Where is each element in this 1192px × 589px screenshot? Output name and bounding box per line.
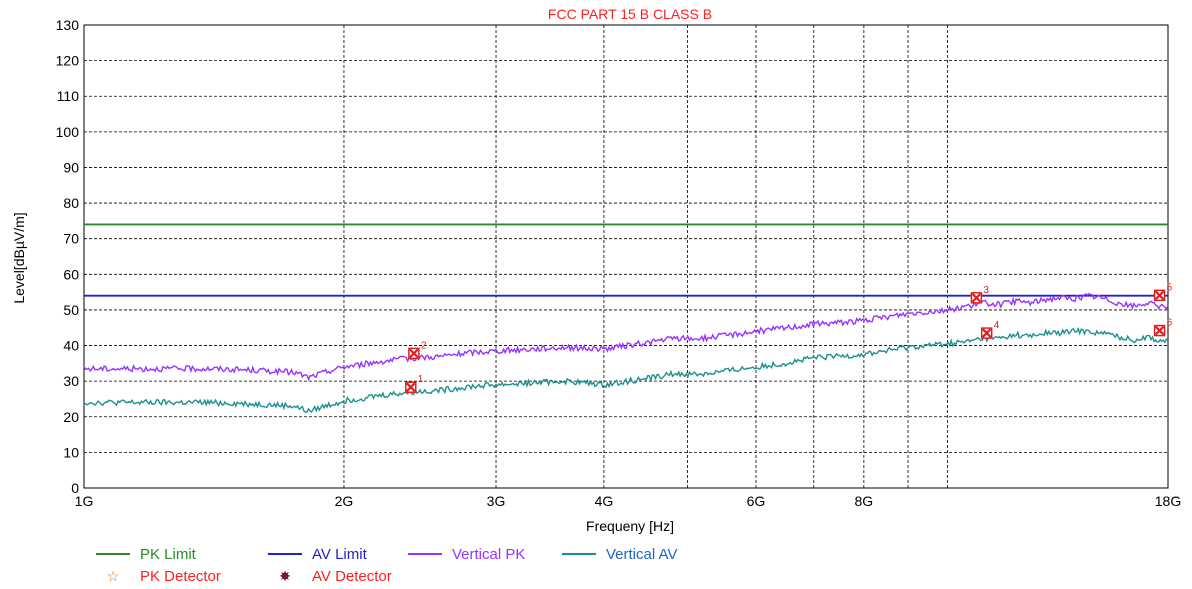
star-icon: ☆ xyxy=(106,567,120,584)
marker-2: 2 xyxy=(408,340,427,360)
y-tick-label: 50 xyxy=(63,302,79,318)
markers: 1 2 3 4 5 6 xyxy=(405,282,1173,393)
legend-item-pk-detector: ☆ PK Detector xyxy=(96,566,221,586)
legend-item-vertical-pk: Vertical PK xyxy=(408,544,525,564)
y-axis-label: Level[dBµV/m] xyxy=(11,212,27,303)
marker-x xyxy=(1154,325,1165,336)
marker-6: 6 xyxy=(1153,318,1173,337)
legend-item-av-limit: AV Limit xyxy=(268,544,367,564)
x-tick-label: 1G xyxy=(75,493,94,509)
x-axis-label: Frequeny [Hz] xyxy=(586,518,674,534)
y-tick-label: 90 xyxy=(63,159,79,175)
legend-label: Vertical AV xyxy=(606,545,678,563)
y-tick-label: 60 xyxy=(63,266,79,282)
emission-chart: FCC PART 15 B CLASS B 1 2 3 4 5 6 0 10 20 30 40 50… xyxy=(11,6,1182,534)
y-tick-label: 20 xyxy=(63,409,79,425)
marker-1: 1 xyxy=(405,374,424,393)
y-tick-label: 110 xyxy=(57,88,80,104)
x-tick-label: 3G xyxy=(487,493,506,509)
series-line-3 xyxy=(83,326,1169,413)
marker-5: 5 xyxy=(1153,282,1173,302)
legend: PK Limit AV Limit Vertical PK Vertical A… xyxy=(96,544,816,586)
legend-swatch xyxy=(408,553,442,555)
x-tick-label: 18G xyxy=(1155,493,1181,509)
y-tick-label: 70 xyxy=(63,231,79,247)
grid xyxy=(83,24,1169,489)
legend-label: Vertical PK xyxy=(452,545,526,563)
marker-x xyxy=(405,382,416,392)
marker-x xyxy=(981,328,992,338)
legend-label: PK Limit xyxy=(140,545,196,563)
legend-swatch xyxy=(562,553,596,555)
x-tick-label: 2G xyxy=(335,493,354,509)
legend-item-av-detector: ✸ AV Detector xyxy=(268,566,392,586)
y-tick-label: 10 xyxy=(63,444,79,460)
legend-label: PK Detector xyxy=(140,567,221,585)
marker-label: 3 xyxy=(983,285,989,296)
x-tick-label: 4G xyxy=(595,493,614,509)
chart-title: FCC PART 15 B CLASS B xyxy=(548,6,712,22)
legend-label: AV Limit xyxy=(312,545,367,563)
legend-swatch xyxy=(268,553,302,555)
legend-item-vertical-av: Vertical AV xyxy=(562,544,677,564)
marker-3: 3 xyxy=(970,285,989,304)
y-tick-label: 130 xyxy=(56,17,80,33)
plot-area xyxy=(83,24,1169,489)
marker-x xyxy=(971,293,982,303)
marker-x xyxy=(1154,290,1165,301)
series-lines xyxy=(83,223,1169,413)
marker-label: 1 xyxy=(418,374,424,385)
marker-x xyxy=(409,348,419,359)
y-tick-label: 120 xyxy=(56,53,80,69)
y-tick-label: 100 xyxy=(56,124,80,140)
y-tick-label: 80 xyxy=(63,195,79,211)
marker-4: 4 xyxy=(980,320,1000,339)
series-line-2 xyxy=(83,292,1169,382)
y-tick-label: 30 xyxy=(63,373,79,389)
marker-label: 4 xyxy=(994,320,1000,331)
legend-item-pk-limit: PK Limit xyxy=(96,544,196,564)
burst-icon: ✸ xyxy=(279,567,291,584)
legend-swatch xyxy=(96,553,130,555)
x-tick-label: 6G xyxy=(747,493,766,509)
marker-label: 6 xyxy=(1167,318,1173,329)
marker-label: 2 xyxy=(421,340,427,351)
marker-label: 5 xyxy=(1167,282,1173,293)
y-tick-label: 40 xyxy=(63,338,79,354)
y-tick-label: 0 xyxy=(71,480,79,496)
legend-label: AV Detector xyxy=(312,567,392,585)
tick-labels: 0 10 20 30 40 50 60 70 80 90 100 110 120 130 1G 2G 3G 4G 6… xyxy=(56,17,1182,509)
x-tick-label: 8G xyxy=(855,493,874,509)
